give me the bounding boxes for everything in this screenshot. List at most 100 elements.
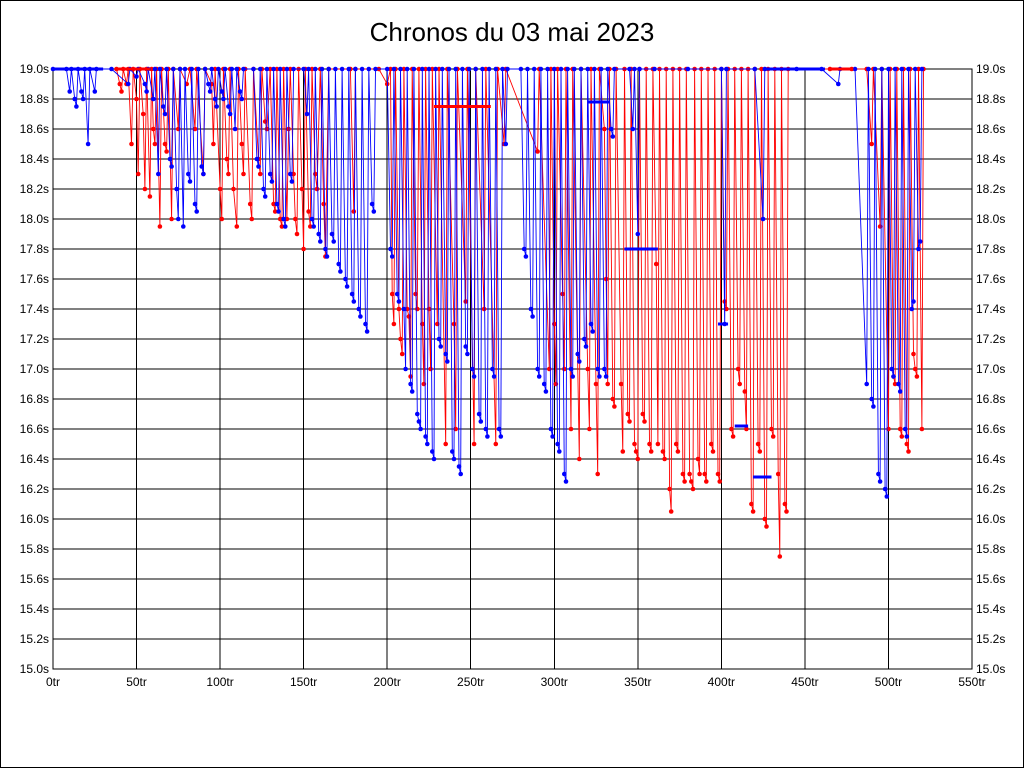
red-lap-point xyxy=(176,126,181,132)
red-lap-point xyxy=(493,441,499,447)
red-lap-point xyxy=(709,441,714,447)
blue-lap-point xyxy=(440,66,445,72)
blue-lap-point xyxy=(909,306,915,312)
blue-lap-point xyxy=(896,381,901,387)
blue-lap-point xyxy=(343,276,348,282)
blue-lap-point xyxy=(458,471,464,477)
blue-lap-point xyxy=(304,111,310,117)
blue-lap-point xyxy=(306,66,311,72)
x-tick-label: 400tr xyxy=(708,675,735,689)
blue-lap-point xyxy=(473,66,479,72)
red-lap-point xyxy=(660,449,666,454)
red-lap-point xyxy=(640,411,646,417)
red-lap-point xyxy=(423,66,428,72)
blue-lap-point xyxy=(408,381,413,387)
blue-lap-point xyxy=(209,66,214,72)
y-tick-label-right: 17.8s xyxy=(976,242,1005,256)
y-tick-label-left: 18.8s xyxy=(20,92,49,106)
red-lap-point xyxy=(164,149,169,154)
blue-lap-point xyxy=(465,351,470,357)
red-lap-point xyxy=(587,426,592,432)
red-lap-point xyxy=(119,89,124,94)
blue-lap-point xyxy=(426,66,432,72)
red-lap-point xyxy=(142,186,148,192)
red-lap-point xyxy=(635,456,641,462)
blue-lap-point xyxy=(597,374,602,379)
blue-lap-point xyxy=(485,434,490,439)
x-tick-label: 0tr xyxy=(46,675,60,689)
red-lap-point xyxy=(483,66,489,72)
red-lap-point xyxy=(680,471,686,477)
red-lap-point xyxy=(271,201,276,207)
red-lap-point xyxy=(535,149,540,154)
blue-lap-point xyxy=(79,89,84,94)
blue-lap-point xyxy=(869,396,874,402)
x-tick-label: 350tr xyxy=(624,675,651,689)
blue-lap-point xyxy=(836,81,841,87)
red-lap-point xyxy=(620,449,626,454)
red-lap-point xyxy=(226,171,231,177)
red-lap-point xyxy=(770,434,776,439)
blue-lap-point xyxy=(852,66,858,72)
blue-lap-point xyxy=(388,246,393,252)
blue-lap-point xyxy=(562,471,567,477)
red-lap-point xyxy=(742,389,748,394)
blue-lap-point xyxy=(872,66,878,72)
blue-lap-point xyxy=(445,359,450,364)
y-tick-label-right: 17.4s xyxy=(976,302,1005,316)
blue-lap-point xyxy=(411,66,417,72)
y-tick-label-right: 15.6s xyxy=(976,572,1005,586)
red-lap-point xyxy=(667,486,672,492)
blue-lap-point xyxy=(192,201,198,207)
y-tick-label-right: 16.8s xyxy=(976,392,1005,406)
red-lap-point xyxy=(625,411,631,417)
red-lap-point xyxy=(585,366,590,372)
blue-lap-point xyxy=(577,359,582,364)
red-lap-point xyxy=(140,111,146,117)
red-lap-point xyxy=(595,471,600,477)
red-lap-point xyxy=(135,171,141,177)
blue-lap-point xyxy=(760,216,766,222)
blue-lap-point xyxy=(864,381,869,387)
y-tick-label-left: 18.6s xyxy=(20,122,49,136)
blue-lap-point xyxy=(879,66,885,72)
blue-lap-point xyxy=(486,66,492,72)
blue-lap-point xyxy=(239,96,245,102)
blue-lap-point xyxy=(470,366,475,372)
blue-lap-point xyxy=(134,74,139,79)
red-lap-point xyxy=(224,156,230,162)
red-lap-point xyxy=(737,381,742,387)
blue-lap-point xyxy=(548,426,554,432)
y-tick-label-left: 16.8s xyxy=(20,392,49,406)
blue-lap-point xyxy=(431,456,437,462)
blue-lap-point xyxy=(423,434,428,439)
red-lap-point xyxy=(309,66,315,72)
blue-lap-point xyxy=(518,66,524,72)
blue-lap-point xyxy=(897,389,903,394)
red-lap-point xyxy=(749,501,754,507)
red-lap-point xyxy=(618,381,624,387)
blue-lap-point xyxy=(476,411,482,417)
blue-lap-point xyxy=(401,306,407,312)
blue-lap-point xyxy=(500,66,505,72)
blue-lap-point xyxy=(575,351,580,357)
red-lap-point xyxy=(695,456,701,462)
blue-lap-point xyxy=(301,66,306,72)
blue-lap-point xyxy=(463,344,469,349)
x-tick-label: 450tr xyxy=(791,675,818,689)
red-series-line xyxy=(116,68,924,557)
blue-lap-point xyxy=(277,66,283,72)
blue-lap-point xyxy=(206,81,211,87)
blue-lap-point xyxy=(167,156,173,162)
blue-lap-point xyxy=(570,374,575,379)
x-tick-label: 250tr xyxy=(457,675,484,689)
blue-lap-point xyxy=(525,66,530,72)
blue-lap-point xyxy=(194,209,199,214)
blue-lap-point xyxy=(630,126,636,132)
red-lap-point xyxy=(149,66,154,72)
red-lap-point xyxy=(293,216,298,222)
blue-lap-point xyxy=(234,66,240,72)
red-lap-point xyxy=(750,509,756,514)
x-tick-label: 550tr xyxy=(958,675,985,689)
blue-lap-point xyxy=(612,66,617,72)
